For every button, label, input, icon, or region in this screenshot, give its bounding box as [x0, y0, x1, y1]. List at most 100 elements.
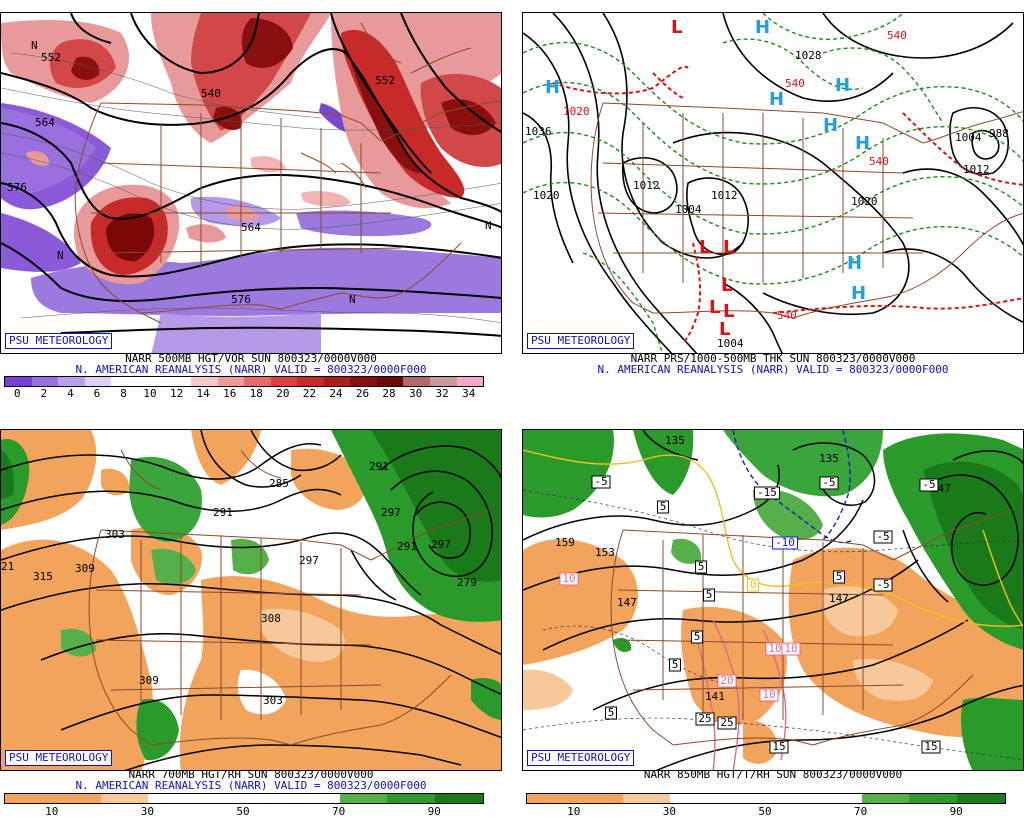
height-label-285: 285 [269, 477, 289, 490]
colorbar-tick-label: 30 [408, 387, 423, 400]
temp-label-box [873, 578, 893, 592]
colorbar-swatch [148, 794, 197, 803]
high-marker: H [855, 133, 870, 154]
map-pressure-svg: H H H H H H H H L L L L L L L 1020 1012 … [523, 13, 1023, 353]
colorbar-tick-label: 18 [249, 387, 263, 400]
colorbar-swatch [527, 794, 575, 803]
label-n-c: N [349, 293, 356, 306]
isobar-label-1004-c: 1004 [955, 131, 982, 144]
isobar-label-1012-c: 1012 [963, 163, 990, 176]
colorbar-swatch [718, 794, 766, 803]
temp-label-box [605, 706, 617, 720]
low-marker: L [723, 237, 734, 258]
high-marker: H [823, 115, 838, 136]
colorbar [526, 793, 1006, 804]
colorbar-tick-label: 2 [40, 387, 48, 400]
label-576-b: 576 [231, 293, 251, 306]
temp-label: -5 [594, 475, 607, 488]
colorbar-tick-label: 50 [236, 805, 250, 818]
temp-label-box [703, 588, 715, 602]
isobar-label-988: 988 [989, 127, 1009, 140]
temp-label: 0 [750, 578, 757, 591]
colorbar-swatch [339, 794, 388, 803]
colorbar-tick-label: 28 [382, 387, 396, 400]
temp-label: 5 [698, 560, 705, 573]
credit-badge: PSU METEOROLOGY [527, 333, 635, 349]
temp-label: 5 [706, 588, 713, 601]
label-564-a: 564 [35, 116, 55, 129]
high-marker: H [847, 253, 862, 274]
temp-label: 10 [562, 572, 575, 585]
colorbar-swatch [291, 794, 340, 803]
temp-label: 5 [672, 658, 679, 671]
isobar-label-1020-b: 1020 [851, 195, 878, 208]
height-label-297-d: 297 [431, 538, 451, 551]
colorbar-tick-label: 16 [223, 387, 237, 400]
colorbar-swatch [376, 377, 404, 386]
colorbar-tick-label: 90 [949, 805, 963, 818]
low-marker: L [699, 237, 710, 258]
colorbar-swatch [5, 377, 32, 386]
label-552-b: 552 [41, 51, 61, 64]
temp-label-box [873, 530, 893, 544]
colorbar-tick-label: 20 [276, 387, 290, 400]
colorbar-tick-label: 10 [567, 805, 581, 818]
isobar-label-1012-b: 1012 [711, 189, 738, 202]
temp-label: 15 [772, 740, 785, 753]
height-label-153: 153 [595, 546, 615, 559]
temp-label-box [559, 572, 579, 586]
height-label-291: 291 [213, 506, 233, 519]
height-label-303: 303 [105, 528, 125, 541]
map-850mb: 135 135 147 147 159 153 147 141 -5 -5 -15-… [522, 429, 1024, 771]
temp-label: -15 [757, 486, 777, 499]
colorbar-tick-label: 6 [93, 387, 101, 400]
temp-label: 25 [698, 712, 711, 725]
height-label-291-b: 291 [397, 540, 417, 553]
colorbar-swatch [5, 794, 53, 803]
height-label-159: 159 [555, 536, 575, 549]
temp-label: 5 [836, 570, 843, 583]
colorbar-tick-label: 70 [853, 805, 868, 818]
high-marker: H [769, 89, 784, 110]
colorbar-swatch [196, 794, 244, 803]
low-marker: L [723, 301, 734, 322]
height-label-141: 141 [705, 690, 725, 703]
panel-500mb-vorticity: 552 540 552 564 576 576 564 N N N N PSU … [0, 0, 502, 400]
colorbar-tick-label: 34 [462, 387, 476, 400]
colorbar-swatch [622, 794, 671, 803]
temp-label-box [695, 712, 715, 726]
temp-label-box [759, 688, 779, 702]
temp-label-box [657, 500, 669, 514]
colorbar [4, 793, 484, 804]
colorbar-swatch [861, 794, 910, 803]
high-marker: H [835, 75, 850, 96]
colorbar-swatch [435, 794, 483, 803]
colorbar-swatch [244, 377, 271, 386]
temp-label-box [695, 560, 707, 574]
colorbar-tick-label: 10 [45, 805, 59, 818]
temp-label: 10 [768, 642, 781, 655]
label-n-d: N [485, 219, 492, 232]
height-label-147-c: 147 [617, 596, 637, 609]
height-label-303-b: 291 [369, 460, 389, 473]
temp-label: 5 [608, 706, 615, 719]
colorbar-swatch [52, 794, 101, 803]
colorbar-swatch [957, 794, 1005, 803]
isobar-label-1036: 1036 [525, 125, 552, 138]
label-576-a: 576 [7, 181, 27, 194]
height-label-308: 308 [261, 612, 281, 625]
thickness-label-540: 540 [887, 29, 907, 42]
colorbar-swatch [387, 794, 436, 803]
high-marker: H [851, 283, 866, 304]
panel-pressure-thickness: H H H H H H H H L L L L L L L 1020 1012 … [522, 0, 1024, 400]
height-label-279: 279 [457, 576, 477, 589]
temp-label: -5 [822, 476, 835, 489]
colorbar-swatch [217, 377, 245, 386]
height-label-135-b: 135 [819, 452, 839, 465]
panel-700mb-rh: 285 291 303 309 315 21 297 308 297 279 2… [0, 419, 502, 819]
temp-label-box [747, 578, 759, 592]
colorbar-tick-label: 8 [120, 387, 127, 400]
isobar-label-1004: 1004 [675, 203, 702, 216]
panel-title: NARR 850MB HGT/T/RH SUN 800323/0000V000 [643, 768, 903, 781]
